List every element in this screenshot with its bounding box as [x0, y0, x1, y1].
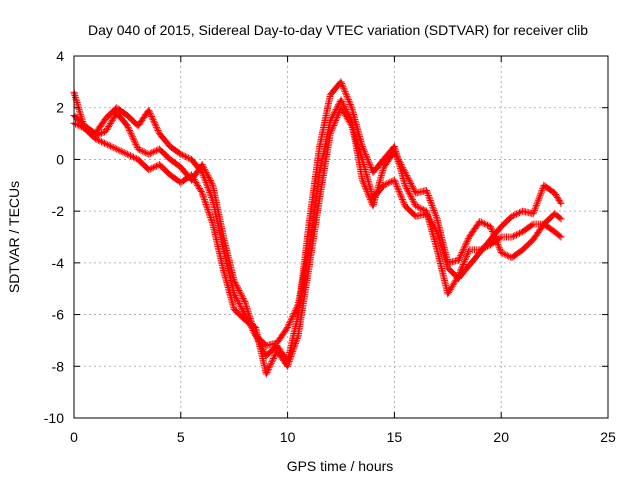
y-tick-label: -8: [52, 358, 65, 374]
y-tick-label: -2: [52, 203, 65, 219]
x-tick-label: 0: [70, 429, 78, 445]
plot-frame: [73, 55, 609, 419]
y-tick-label: -10: [44, 410, 64, 426]
x-tick-label: 25: [600, 429, 616, 445]
x-tick-label: 5: [177, 429, 185, 445]
y-tick-label: -4: [52, 255, 65, 271]
y-tick-label: 4: [56, 48, 64, 64]
axis-ticks: 0 5 10 15 20 25 -10 -8 -6 -4 -2 0 2 4: [44, 48, 616, 445]
x-axis-label: GPS time / hours: [287, 458, 394, 474]
y-tick-label: -6: [52, 307, 65, 323]
x-tick-label: 10: [280, 429, 296, 445]
chart-title: Day 040 of 2015, Sidereal Day-to-day VTE…: [88, 22, 588, 38]
y-axis-label: SDTVAR / TECUs: [6, 181, 22, 293]
y-tick-label: 0: [56, 151, 64, 167]
y-tick-label: 2: [56, 100, 64, 116]
x-tick-label: 20: [493, 429, 509, 445]
x-tick-label: 15: [387, 429, 403, 445]
